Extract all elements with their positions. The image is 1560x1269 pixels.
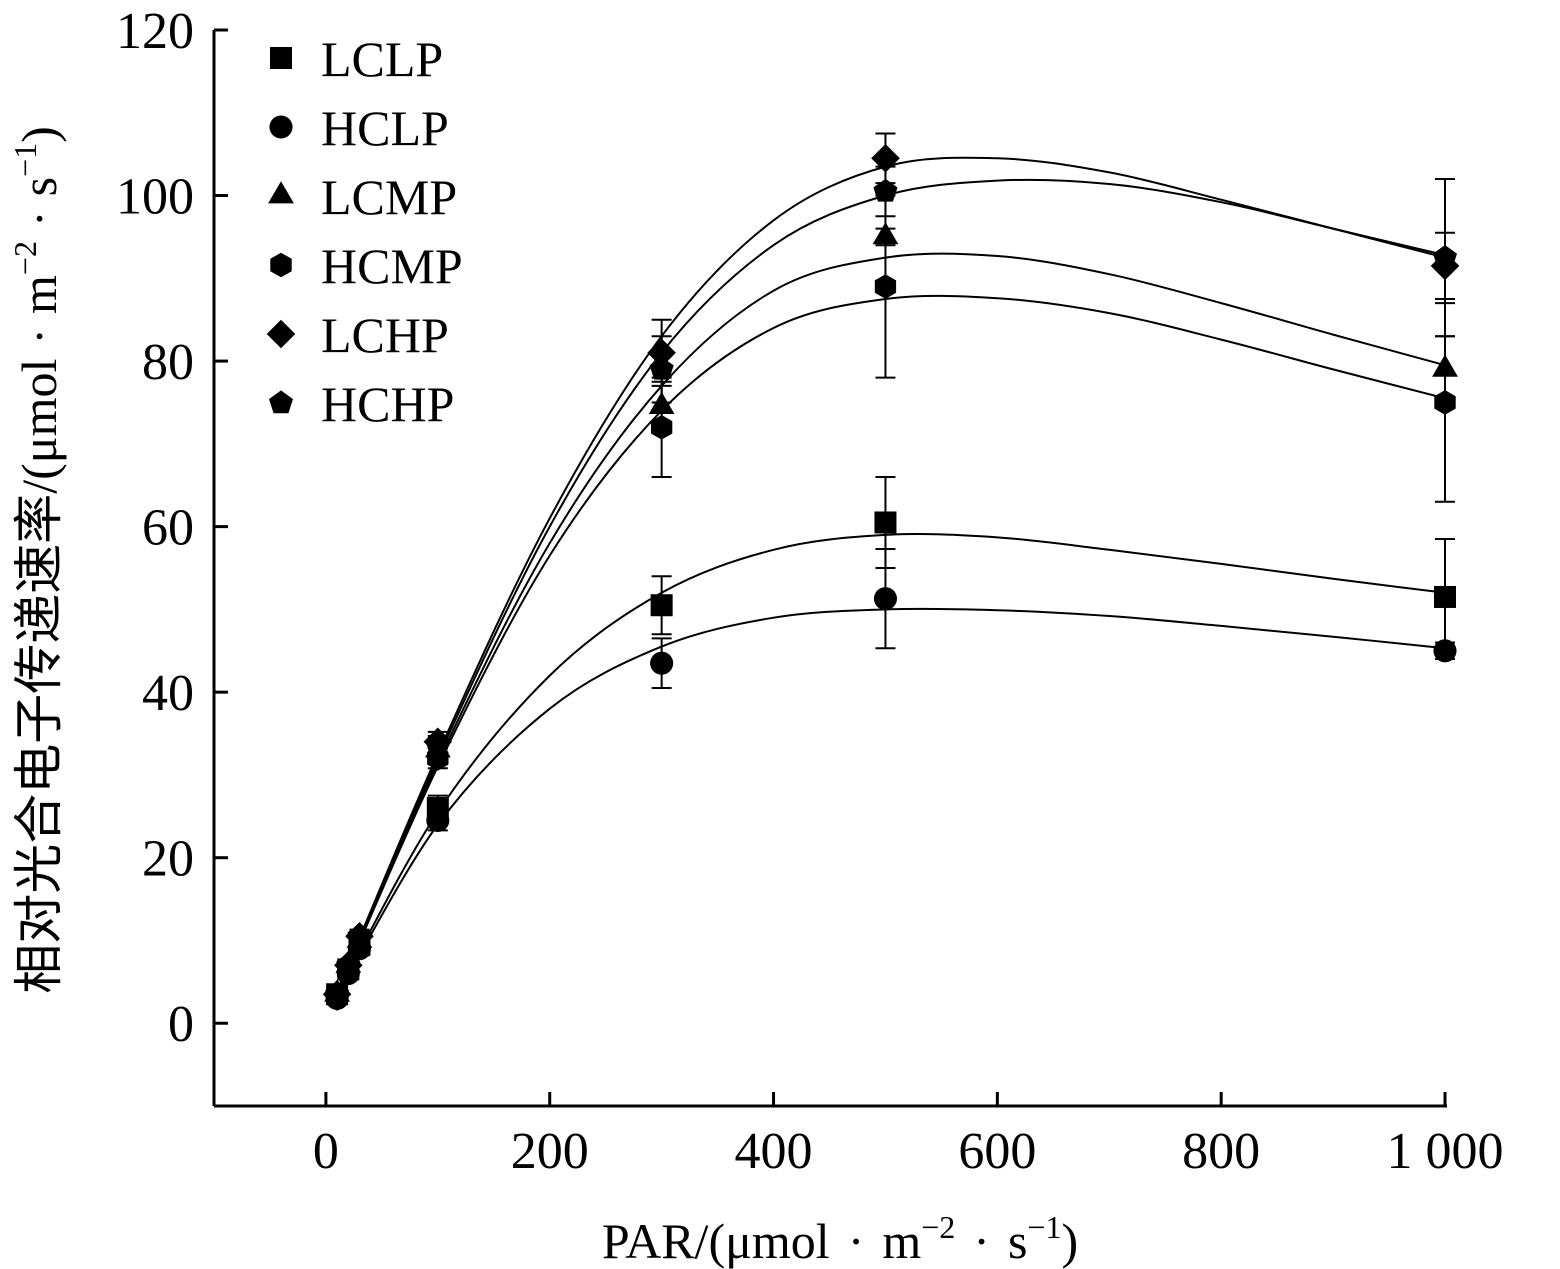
data-point-hclp	[873, 587, 898, 611]
x-tick-label: 0	[313, 1123, 339, 1180]
legend-marker-hclp	[269, 115, 293, 139]
data-point-hcmp	[874, 274, 897, 299]
axes	[212, 30, 1447, 1108]
x-tick-label: 600	[958, 1123, 1036, 1180]
y-tick-label: 120	[116, 3, 194, 60]
fit-curve-hclp	[336, 607, 1446, 997]
legend-label-hcmp: HCMP	[321, 238, 463, 294]
data-point-hcmp	[651, 415, 673, 440]
y-tick-label: 60	[142, 500, 194, 557]
fit-curve-hcmp	[336, 294, 1446, 995]
y-tick-label: 80	[142, 334, 194, 391]
legend-label-hclp: HCLP	[321, 100, 449, 156]
data-point-lcmp	[872, 222, 899, 245]
data-point-hchp	[873, 178, 898, 202]
data-point-lclp	[650, 594, 673, 617]
y-tick-label: 20	[142, 831, 194, 888]
data-point-lcmp	[648, 391, 675, 414]
data-point-lchp	[647, 338, 676, 368]
legend-label-lchp: LCHP	[321, 307, 449, 363]
y-axis-label: 相对光合电子传递速率/(μmol·m−2·s−1)	[7, 126, 67, 994]
fit-curve-lcmp	[336, 252, 1446, 993]
legend-marker-lclp	[270, 47, 292, 69]
data-point-hclp	[426, 808, 450, 832]
data-point-hchp	[425, 733, 450, 757]
axis-ticks: 0 200 400 600 800 1 000 0 20 40 60 80 100 120	[116, 3, 1504, 1180]
legend-marker-lchp	[266, 319, 296, 349]
data-points	[322, 144, 1460, 1011]
data-point-hchp	[325, 981, 350, 1005]
data-point-hclp	[1433, 639, 1457, 663]
data-point-lchp	[871, 144, 900, 173]
x-tick-label: 1 000	[1387, 1123, 1504, 1180]
x-tick-label: 400	[735, 1123, 813, 1180]
data-point-lcmp	[1432, 354, 1458, 377]
x-tick-label: 800	[1182, 1123, 1260, 1180]
legend: LCLP HCLP LCMP HCMP LCHP HCHP	[266, 31, 463, 432]
legend-label-hchp: HCHP	[321, 376, 454, 432]
data-point-lclp	[874, 511, 897, 534]
y-tick-label: 40	[142, 665, 194, 722]
data-point-hcmp	[1434, 390, 1456, 415]
fit-curves	[336, 156, 1446, 997]
y-tick-label: 100	[116, 169, 194, 226]
data-point-lclp	[1434, 585, 1456, 608]
data-point-hchp	[336, 952, 361, 976]
x-tick-label: 200	[511, 1123, 589, 1180]
legend-marker-hcmp	[270, 252, 292, 278]
fit-curve-lchp	[336, 156, 1446, 993]
fit-curve-lclp	[336, 533, 1446, 995]
legend-marker-lcmp	[268, 181, 294, 204]
x-axis-label: PAR/(μmol · m−2 · s−1)	[602, 1209, 1078, 1269]
fit-curve-hchp	[336, 178, 1446, 993]
legend-label-lclp: LCLP	[321, 31, 443, 87]
legend-label-lcmp: LCMP	[321, 169, 457, 225]
data-point-hchp	[347, 923, 372, 947]
legend-marker-hchp	[269, 390, 293, 414]
data-point-hclp	[650, 651, 674, 675]
data-point-hchp	[649, 356, 674, 380]
error-bars	[327, 132, 1455, 1004]
y-tick-label: 0	[168, 996, 194, 1053]
data-point-hchp	[1433, 245, 1457, 268]
